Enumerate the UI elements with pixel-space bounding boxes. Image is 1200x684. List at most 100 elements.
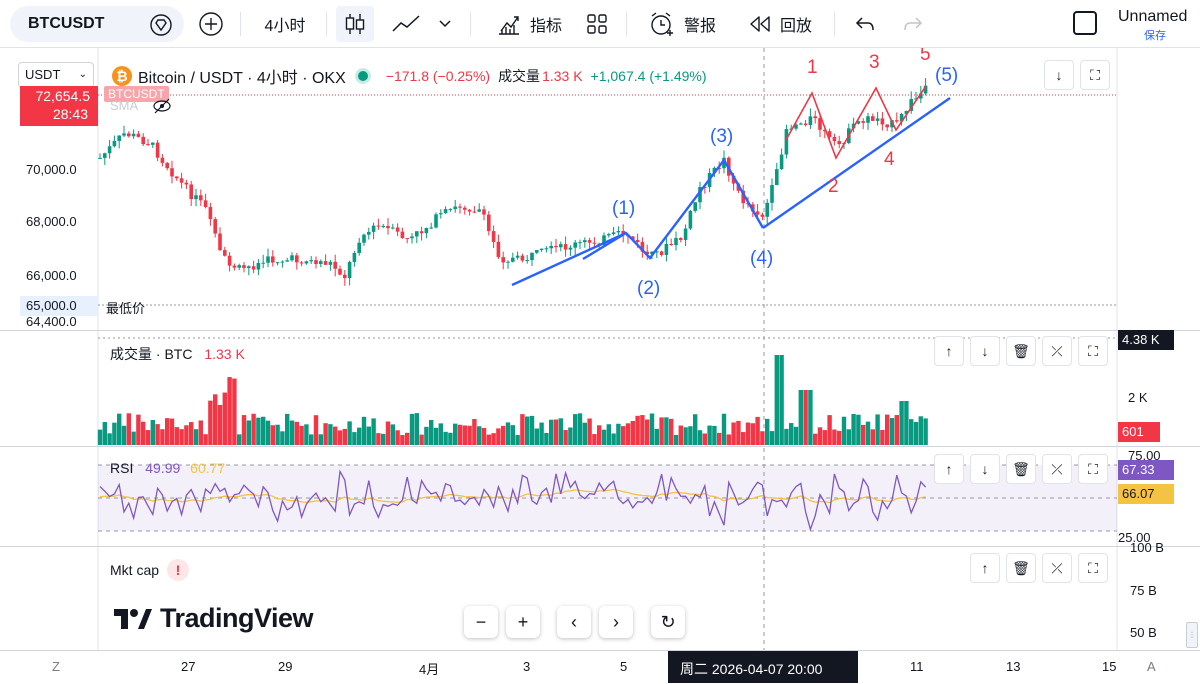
delete-pane-button[interactable]: 🗑 xyxy=(1006,454,1036,484)
line-tool-button[interactable] xyxy=(388,6,424,42)
add-symbol-button[interactable] xyxy=(194,6,228,42)
collapse-pane-button[interactable]: ⤫ xyxy=(1042,553,1072,583)
mktcap-legend[interactable]: Mkt cap ! xyxy=(110,559,190,581)
price-axis-label: 68,000.0 xyxy=(26,214,77,229)
layout-square-icon[interactable] xyxy=(1073,11,1097,35)
diamond-icon[interactable] xyxy=(150,14,172,36)
candle-body xyxy=(611,232,616,235)
collapse-pane-button[interactable]: ⤫ xyxy=(1042,336,1072,366)
time-axis[interactable]: Z 27 29 4月 3 5 11 13 15 A 周二 2026-04-07 … xyxy=(0,650,1200,684)
volume-bar xyxy=(683,427,688,445)
move-pane-down-button[interactable]: ↓ xyxy=(970,336,1000,366)
rsi-legend[interactable]: RSI 49.99 60.77 xyxy=(110,460,225,476)
redo-button[interactable] xyxy=(896,6,930,42)
candle-body xyxy=(583,240,587,243)
move-pane-up-button[interactable]: ↑ xyxy=(934,454,964,484)
volume-bar xyxy=(405,432,410,445)
chart-type-button[interactable] xyxy=(336,6,374,42)
move-pane-up-button[interactable]: ↑ xyxy=(934,336,964,366)
volume-bar xyxy=(97,429,103,445)
interval-button[interactable]: 4小时 xyxy=(252,6,318,42)
auto-scale-button[interactable]: A xyxy=(1147,659,1156,674)
volume-bar xyxy=(645,419,650,445)
indicators-button[interactable]: 指标 xyxy=(484,6,574,42)
candle-body xyxy=(655,251,659,253)
delete-pane-button[interactable]: 🗑 xyxy=(1006,336,1036,366)
chevron-down-icon xyxy=(439,20,451,28)
volume-bar xyxy=(745,422,751,445)
warning-icon[interactable]: ! xyxy=(167,559,190,581)
volume-bar xyxy=(294,421,299,445)
candle-body xyxy=(194,195,198,200)
delete-pane-button[interactable]: 🗑 xyxy=(1006,553,1036,583)
volume-bar xyxy=(549,419,554,445)
volume-bar xyxy=(366,426,371,445)
templates-button[interactable] xyxy=(582,6,612,42)
volume-bar xyxy=(155,424,160,445)
pane-separator[interactable] xyxy=(0,330,1200,331)
maximize-pane-button[interactable]: ⛶ xyxy=(1078,336,1108,366)
candle-body xyxy=(299,262,304,264)
wave-label-red-5: 5 xyxy=(920,48,931,65)
volume-bar xyxy=(678,425,683,445)
layout-name[interactable]: Unnamed xyxy=(1118,8,1188,25)
timezone-button[interactable]: Z xyxy=(52,659,60,674)
volume-bar xyxy=(390,424,395,445)
volume-bar xyxy=(592,434,597,445)
volume-bar xyxy=(861,424,866,445)
time-axis-label: 27 xyxy=(181,659,196,674)
eye-hidden-icon[interactable] xyxy=(152,98,172,114)
volume-bar xyxy=(265,420,271,445)
pane-separator[interactable] xyxy=(0,446,1200,447)
candle-body xyxy=(914,98,918,100)
tradingview-logo[interactable]: TradingView xyxy=(112,603,314,634)
volume-bar xyxy=(285,413,290,445)
volume-bar xyxy=(328,424,333,445)
alert-button[interactable]: 警报 xyxy=(640,6,724,42)
volume-legend[interactable]: 成交量 · BTC 1.33 K xyxy=(110,344,245,364)
pane-separator[interactable] xyxy=(0,546,1200,547)
volume-bar xyxy=(563,429,568,445)
wave-label-red-3: 3 xyxy=(869,52,880,73)
undo-button[interactable] xyxy=(848,6,882,42)
save-label[interactable]: 保存 xyxy=(1144,30,1166,42)
move-pane-down-button[interactable]: ↓ xyxy=(1044,60,1074,90)
volume-bar xyxy=(741,432,746,445)
candle-body xyxy=(266,256,270,263)
scroll-left-button[interactable]: ‹ xyxy=(557,606,591,638)
symbol-search[interactable]: BTCUSDT xyxy=(10,6,184,42)
scroll-right-button[interactable]: › xyxy=(599,606,633,638)
move-pane-up-button[interactable]: ↑ xyxy=(970,553,1000,583)
volume-bar xyxy=(227,377,232,445)
volume-bar xyxy=(669,418,674,445)
candle-body xyxy=(424,228,429,234)
replay-button[interactable]: 回放 xyxy=(740,6,820,42)
main-legend-title[interactable]: Bitcoin / USDT · 4小时 · OKX xyxy=(138,70,346,87)
currency-select[interactable]: USDT ⌄ xyxy=(18,62,94,88)
wave-label-blue-4: (4) xyxy=(750,248,773,269)
volume-bar xyxy=(501,425,506,445)
scroll-handle[interactable]: ⦙ xyxy=(1186,622,1198,648)
time-axis-label: 4月 xyxy=(419,662,440,677)
candle-body xyxy=(367,231,371,235)
chart-type-dropdown[interactable] xyxy=(430,6,460,42)
move-pane-down-button[interactable]: ↓ xyxy=(970,454,1000,484)
collapse-pane-button[interactable]: ⤫ xyxy=(1042,454,1072,484)
maximize-pane-button[interactable]: ⛶ xyxy=(1078,553,1108,583)
candle-body xyxy=(544,248,549,250)
candle-body xyxy=(343,274,347,279)
candle-body xyxy=(463,207,467,210)
chart-area[interactable]: (1) (2) (3) (4) (5) 1 2 3 4 5 USDT ⌄ 72,… xyxy=(0,48,1200,684)
reset-chart-button[interactable]: ↻ xyxy=(651,606,685,638)
candle-body xyxy=(309,260,313,262)
maximize-pane-button[interactable]: ⛶ xyxy=(1080,60,1110,90)
volume-bar xyxy=(774,355,779,445)
maximize-pane-button[interactable]: ⛶ xyxy=(1078,454,1108,484)
zoom-out-button[interactable]: − xyxy=(464,606,498,638)
sma-legend[interactable]: SMA xyxy=(110,98,139,113)
candle-body xyxy=(448,209,453,211)
candles-icon xyxy=(345,14,365,34)
zoom-in-button[interactable]: + xyxy=(506,606,540,638)
volume-bar xyxy=(289,420,295,445)
volume-bar xyxy=(145,430,151,445)
